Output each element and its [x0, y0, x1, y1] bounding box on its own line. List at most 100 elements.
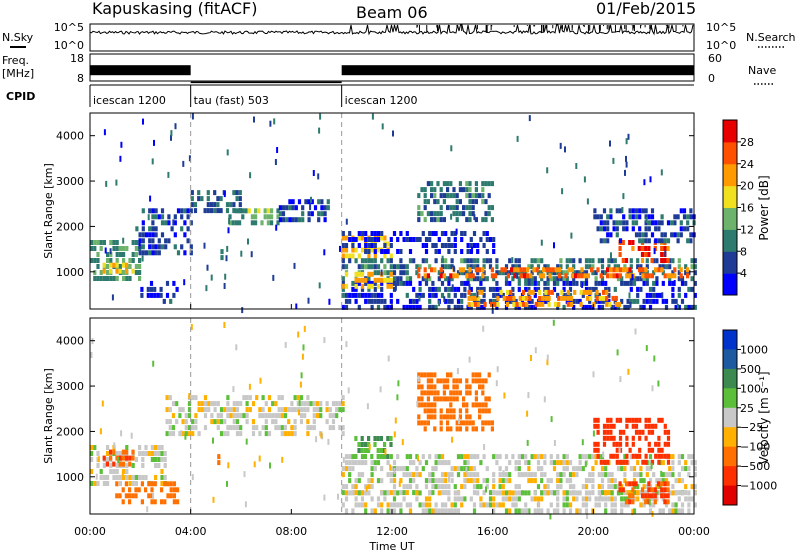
cpid-segment-0: icescan 1200 [93, 94, 166, 107]
cell-5 [562, 466, 566, 472]
cell-2 [154, 244, 158, 250]
cell-9 [373, 231, 377, 236]
cell-2 [154, 214, 158, 220]
cell-12 [520, 298, 525, 304]
cell-13 [537, 301, 542, 307]
cell-9 [666, 435, 671, 441]
cell-17 [606, 232, 610, 238]
cell-5 [687, 454, 691, 460]
cell-0 [134, 475, 138, 480]
cell-11 [392, 270, 397, 276]
cell-17 [647, 214, 651, 220]
cell-0 [115, 246, 119, 251]
cell-6 [444, 502, 448, 508]
cell-9 [606, 459, 610, 465]
cell-11 [386, 258, 390, 264]
colorbar-swatch-4 [723, 407, 737, 428]
cell-10 [484, 211, 488, 217]
cell-3 [149, 292, 154, 298]
cell-12 [680, 280, 685, 286]
cell-9 [657, 435, 661, 441]
cell-9 [663, 441, 667, 447]
cell-10 [458, 187, 462, 193]
scatter-cell [511, 257, 514, 264]
cell-7 [436, 396, 440, 402]
cell-13 [489, 301, 494, 307]
cell-8 [376, 247, 381, 253]
cell-5 [591, 454, 595, 460]
scatter-cell [552, 319, 555, 326]
cell-0 [125, 246, 129, 251]
cell-7 [423, 390, 427, 396]
cell-10 [468, 205, 472, 211]
cell-6 [501, 502, 505, 508]
cell-7 [446, 414, 450, 420]
cell-10 [442, 181, 446, 187]
cell-5 [447, 460, 451, 466]
cell-12 [623, 280, 627, 286]
cell-5 [591, 490, 595, 496]
cell-7 [478, 402, 482, 408]
cell-9 [602, 423, 607, 429]
cell-10 [468, 187, 472, 193]
cell-12 [543, 286, 547, 292]
cell-11 [652, 270, 656, 276]
cell-3 [251, 425, 256, 431]
cell-9 [367, 243, 371, 248]
scatter-cell [676, 303, 679, 310]
scatter-cell [530, 355, 532, 361]
cell-7 [449, 426, 453, 432]
cell-11 [469, 258, 473, 264]
cell-5 [415, 472, 419, 478]
cell-6 [501, 496, 505, 502]
cell-11 [463, 270, 467, 276]
cell-8 [373, 442, 377, 447]
cell-13 [496, 295, 500, 301]
cell-0 [96, 252, 100, 257]
cell-4 [216, 202, 220, 208]
cell-7 [471, 420, 475, 426]
cell-6 [434, 508, 438, 514]
cell-2 [150, 487, 154, 493]
cell-12 [492, 286, 496, 292]
scatter-cell [226, 480, 228, 487]
cell-3 [200, 407, 204, 413]
cell-12 [674, 304, 678, 310]
cell-9 [370, 243, 374, 248]
cell-11 [636, 258, 640, 264]
cell-6 [581, 496, 585, 502]
cell-14 [510, 267, 514, 273]
cell-3 [146, 286, 150, 292]
cell-14 [455, 273, 459, 279]
scatter-cell [299, 381, 302, 388]
cell-6 [291, 199, 295, 205]
cell-5 [556, 472, 560, 478]
scatter-cell [634, 328, 637, 335]
nsky-label: N.Sky [2, 31, 34, 44]
cell-11 [533, 276, 537, 282]
cell-17 [689, 238, 693, 244]
cell-12 [684, 292, 688, 298]
velocity-grid [190, 318, 343, 514]
velocity-colorbar-label: Velocity [m s⁻¹] [757, 371, 771, 464]
cell-11 [463, 258, 467, 264]
cell-6 [376, 502, 381, 508]
cell-17 [679, 226, 683, 232]
cell-14 [666, 273, 670, 279]
cell-17 [609, 208, 613, 214]
cell-12 [671, 280, 675, 286]
cell-12 [444, 286, 448, 292]
cell-2 [154, 232, 158, 238]
colorbar-swatch-7 [723, 120, 737, 143]
cell-12 [600, 280, 605, 286]
cell-11 [671, 270, 675, 276]
cell-6 [281, 211, 286, 217]
cell-13 [528, 295, 532, 301]
cell-11 [444, 258, 448, 264]
cell-3 [146, 292, 150, 298]
cell-17 [660, 238, 664, 244]
cell-5 [437, 460, 441, 466]
cell-11 [514, 270, 518, 276]
cell-2 [148, 244, 152, 250]
cell-3 [261, 395, 265, 401]
